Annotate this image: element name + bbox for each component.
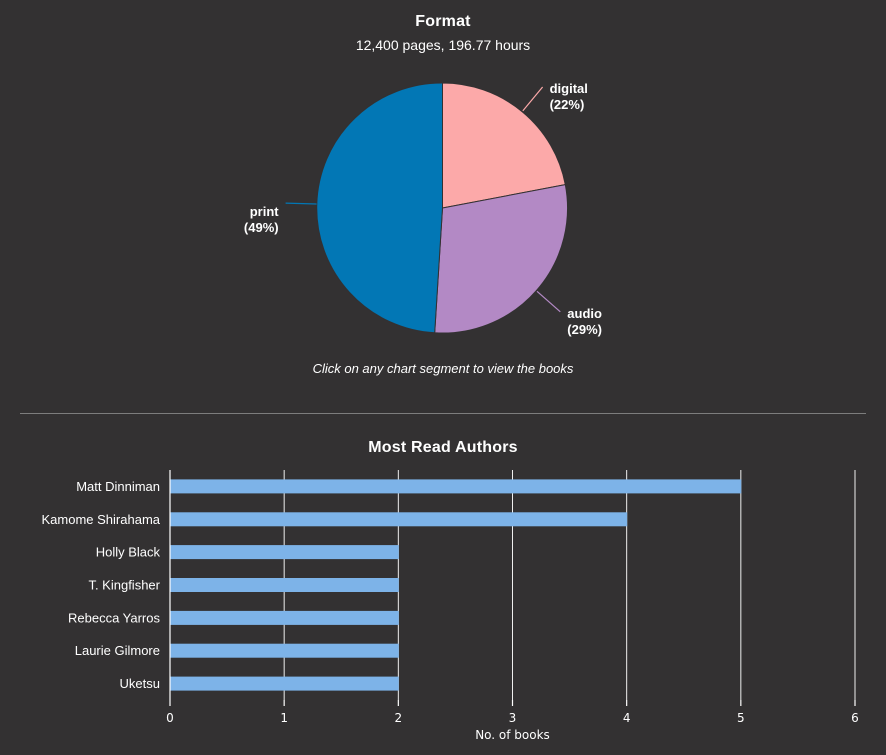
category-label-rebecca-yarros: Rebecca Yarros bbox=[68, 610, 161, 625]
category-label-matt-dinniman: Matt Dinniman bbox=[76, 479, 160, 494]
bar-rebecca-yarros[interactable] bbox=[170, 610, 399, 625]
bar-matt-dinniman[interactable] bbox=[170, 479, 742, 494]
bar-holly-black[interactable] bbox=[170, 545, 399, 560]
bar-chart-title: Most Read Authors bbox=[368, 439, 518, 456]
category-label-t-kingfisher: T. Kingfisher bbox=[88, 578, 160, 593]
most-read-authors-bar-chart: Matt Dinniman Kamome Shirahama Holly Black… bbox=[42, 470, 859, 725]
x-tick-label-5: 5 bbox=[737, 711, 745, 725]
bar-chart-x-axis-label: No. of books bbox=[475, 728, 550, 742]
format-pie-chart: digital (22%) audio (29%) print (49%) bbox=[244, 81, 602, 337]
bar-uketsu[interactable] bbox=[170, 676, 399, 691]
category-label-holly-black: Holly Black bbox=[96, 545, 161, 560]
pie-label-line-audio bbox=[536, 290, 561, 313]
x-tick-label-4: 4 bbox=[623, 711, 631, 725]
pie-label-audio: audio (29%) bbox=[567, 306, 602, 337]
category-label-kamome-shirahama: Kamome Shirahama bbox=[42, 512, 161, 527]
pie-label-print: print (49%) bbox=[244, 204, 279, 235]
pie-slice-audio[interactable] bbox=[434, 184, 568, 334]
section-divider bbox=[20, 413, 866, 414]
category-label-uketsu: Uketsu bbox=[120, 676, 160, 691]
x-tick-label-6: 6 bbox=[851, 711, 859, 725]
bar-laurie-gilmore[interactable] bbox=[170, 643, 399, 658]
pie-chart-title: Format bbox=[415, 13, 471, 30]
pie-chart-caption: Click on any chart segment to view the b… bbox=[312, 361, 574, 376]
pie-slice-print[interactable] bbox=[316, 82, 443, 334]
bar-kamome-shirahama[interactable] bbox=[170, 512, 628, 527]
pie-slice-digital[interactable] bbox=[442, 82, 566, 209]
pie-label-digital: digital (22%) bbox=[550, 81, 588, 112]
pie-label-line-digital bbox=[522, 86, 544, 112]
x-tick-label-1: 1 bbox=[280, 711, 288, 725]
pie-chart-subtitle: 12,400 pages, 196.77 hours bbox=[355, 37, 531, 53]
bar-t-kingfisher[interactable] bbox=[170, 578, 399, 592]
category-label-laurie-gilmore: Laurie Gilmore bbox=[75, 643, 160, 658]
pie-label-line-print bbox=[285, 202, 317, 205]
x-tick-label-0: 0 bbox=[166, 711, 174, 725]
x-tick-label-3: 3 bbox=[509, 711, 517, 725]
x-tick-label-2: 2 bbox=[395, 711, 403, 725]
